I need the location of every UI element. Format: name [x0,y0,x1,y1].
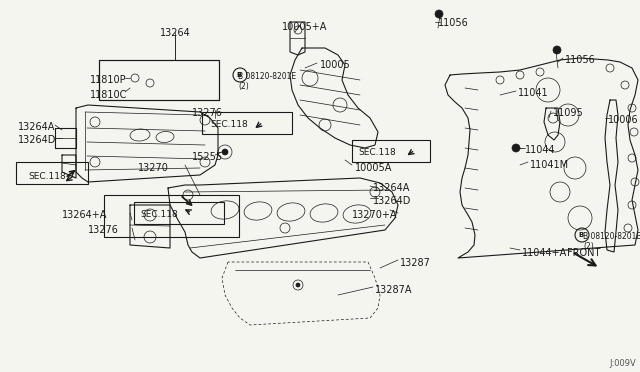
Bar [99,60,219,100]
Text: 10006: 10006 [608,115,639,125]
Text: SEC.118: SEC.118 [210,120,248,129]
Text: 13270: 13270 [138,163,169,173]
Text: B: B [579,232,584,238]
Text: B 08120-8201E
(2): B 08120-8201E (2) [583,232,640,251]
Text: 13287: 13287 [400,258,431,268]
Circle shape [553,46,561,54]
Text: 11041: 11041 [518,88,548,98]
Text: 13270+A: 13270+A [352,210,397,220]
Text: 11044: 11044 [525,145,556,155]
Text: 13264+A: 13264+A [62,210,108,220]
Text: 15255: 15255 [192,152,223,162]
Circle shape [512,144,520,152]
Text: SEC.118: SEC.118 [28,172,66,181]
Text: 11810C: 11810C [90,90,127,100]
Text: 11041M: 11041M [530,160,569,170]
Text: 13287A: 13287A [375,285,413,295]
Text: 11095: 11095 [553,108,584,118]
Bar [16,162,88,184]
Text: FRONT: FRONT [567,248,600,258]
Bar [352,140,430,162]
Bar [134,202,224,224]
Circle shape [222,149,228,155]
Text: 11810P: 11810P [90,75,127,85]
Text: B 08120-8201E
(2): B 08120-8201E (2) [238,72,296,92]
Bar [99,60,219,100]
Text: B: B [236,72,242,78]
Bar [104,195,239,237]
Text: 10005A: 10005A [355,163,392,173]
Bar [202,112,292,134]
Text: 13264: 13264 [159,28,190,38]
Text: 10005: 10005 [320,60,351,70]
Text: 13264D: 13264D [373,196,412,206]
Text: SEC.118: SEC.118 [358,148,396,157]
Text: 11056: 11056 [438,18,468,28]
Text: 11044+A: 11044+A [522,248,567,258]
Text: 13264D: 13264D [18,135,56,145]
Circle shape [296,283,300,287]
Text: J:009V: J:009V [609,359,636,368]
Text: 13264A: 13264A [373,183,410,193]
Text: 13264A: 13264A [18,122,56,132]
Text: 10005+A: 10005+A [282,22,328,32]
Text: 13276: 13276 [192,108,223,118]
Text: 11056: 11056 [565,55,596,65]
Text: SEC.118: SEC.118 [140,210,178,219]
Circle shape [435,10,443,18]
Text: 13276: 13276 [88,225,119,235]
